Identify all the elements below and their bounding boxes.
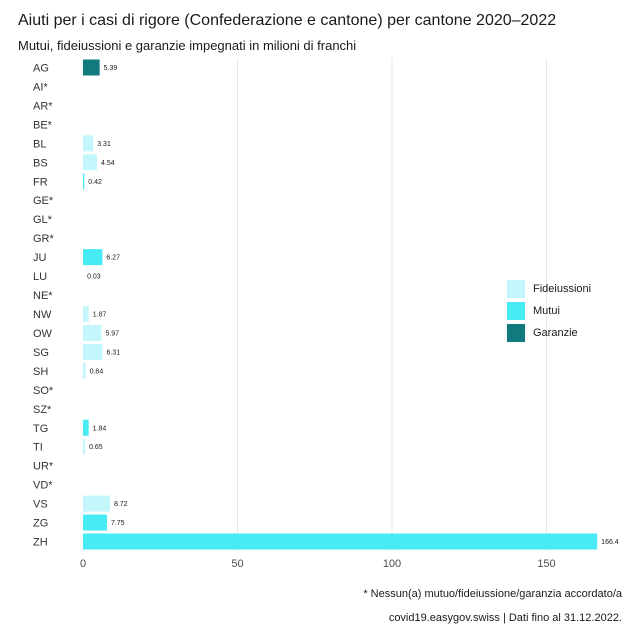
category-label: GE* [33,195,54,207]
value-labels: 5.39 3.31 4.54 0.42 6.27 0.03 1.87 5.97 6.31 0.84… [87,65,619,546]
category-label: FR [33,176,48,188]
legend: Fideiussioni Mutui Garanzie [507,278,591,344]
category-label: NE* [33,290,53,302]
category-labels: AG AI* AR* BE* BL BS FR GE* GL* GR* JU LU NE* NW OW SG S… [33,62,55,548]
footnote: * Nessun(a) mutuo/fideiussione/garanzia … [363,588,622,600]
bar-mutui-fr [83,173,85,190]
category-label: OW [33,328,53,340]
x-tick-label: 0 [80,558,86,570]
legend-swatch-mutui [507,302,525,320]
x-tick-label: 150 [537,558,555,570]
bar-fideiussioni-ti [83,438,86,455]
bar-mutui-ju [83,249,103,266]
grid-lines [237,58,547,551]
source-note: covid19.easygov.swiss | Dati fino al 31.… [388,612,622,624]
value-label: 3.31 [97,141,111,148]
category-label: GR* [33,233,55,245]
value-label: 5.39 [104,65,118,72]
legend-item-fideiussioni: Fideiussioni [507,278,591,300]
category-label: TI [33,442,43,454]
category-label: VD* [33,480,53,492]
value-label: 7.75 [111,520,125,527]
bar-garanzie-ag [83,59,100,76]
x-tick-labels: 0 50 100 150 [80,558,556,570]
value-label: 8.72 [114,501,128,508]
category-label: SZ* [33,404,52,416]
value-label: 6.31 [106,349,120,356]
category-label: TG [33,423,48,435]
value-label: 5.97 [105,330,119,337]
category-label: SH [33,366,48,378]
value-label: 166.4 [601,539,619,546]
bars [83,59,598,550]
x-tick-label: 50 [231,558,243,570]
value-label: 0.84 [90,368,104,375]
legend-label-fideiussioni: Fideiussioni [533,283,592,295]
category-label: LU [33,271,47,283]
chart-subtitle: Mutui, fideiussioni e garanzie impegnati… [18,38,357,53]
category-label: JU [33,252,47,264]
bar-mutui-tg [83,419,89,436]
category-label: AG [33,62,49,74]
bar-mutui-zh [83,533,598,550]
legend-swatch-garanzie [507,324,525,342]
category-label: AI* [33,81,48,93]
legend-label-garanzie: Garanzie [533,327,578,339]
bar-fideiussioni-bl [83,135,94,152]
category-label: UR* [33,461,54,473]
category-label: BL [33,138,46,150]
value-label: 0.03 [87,274,101,281]
legend-label-mutui: Mutui [533,305,560,317]
value-label: 0.65 [89,444,103,451]
bar-fideiussioni-vs [83,495,110,512]
legend-item-garanzie: Garanzie [507,322,591,344]
category-label: ZG [33,518,48,530]
value-label: 6.27 [106,255,120,262]
bar-mutui-zg [83,514,107,531]
category-label: SG [33,347,49,359]
value-label: 0.42 [88,179,102,186]
category-label: VS [33,499,48,511]
category-label: SO* [33,385,54,397]
bar-fideiussioni-sh [83,362,86,379]
value-label: 1.84 [93,425,107,432]
x-tick-label: 100 [383,558,401,570]
bar-fideiussioni-ow [83,324,102,341]
value-label: 1.87 [93,311,107,318]
chart-title: Aiuti per i casi di rigore (Confederazio… [18,12,557,29]
category-label: NW [33,309,52,321]
bar-fideiussioni-nw [83,305,89,322]
category-label: BS [33,157,48,169]
category-label: ZH [33,537,48,549]
category-label: GL* [33,214,53,226]
legend-item-mutui: Mutui [507,300,591,322]
bar-fideiussioni-bs [83,154,98,171]
category-label: BE* [33,119,53,131]
category-label: AR* [33,100,53,112]
bar-fideiussioni-sg [83,343,103,360]
legend-swatch-fideiussioni [507,280,525,298]
value-label: 4.54 [101,160,115,167]
